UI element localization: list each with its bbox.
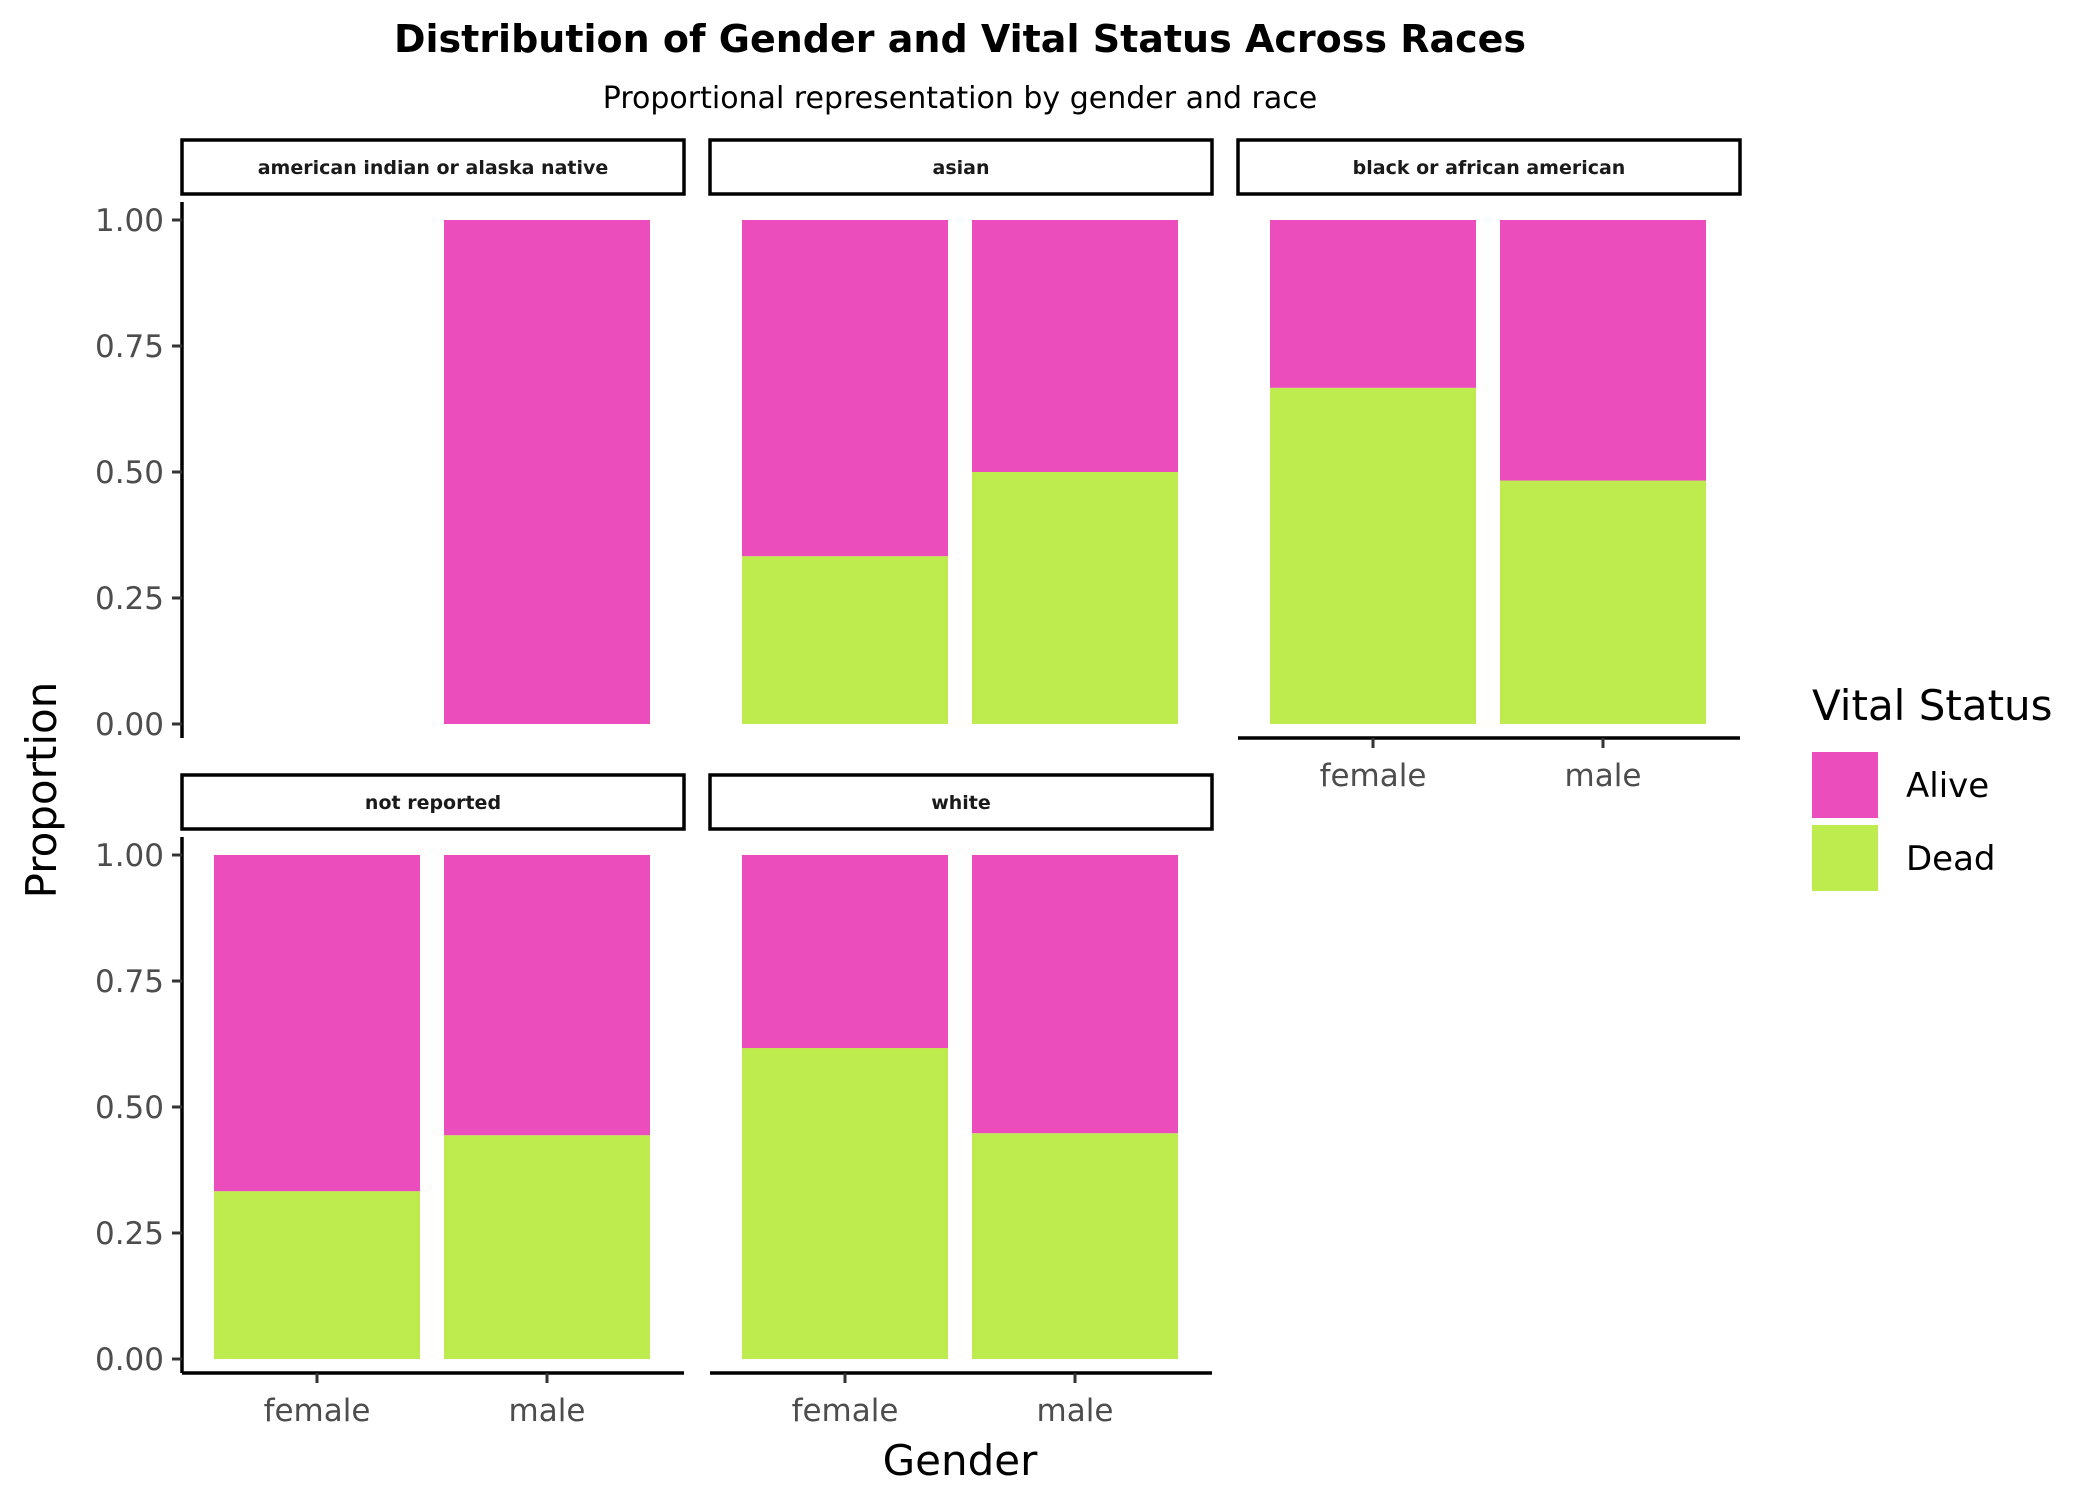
x-tick-label: female <box>264 1393 371 1429</box>
bar-not-reported-male-dead <box>444 1135 650 1359</box>
x-axis-title: Gender <box>883 1436 1039 1485</box>
facet-white: white female male <box>708 773 1214 1429</box>
bar-white-male-dead <box>972 1133 1178 1359</box>
bar-asian-female-dead <box>742 556 948 724</box>
chart-subtitle: Proportional representation by gender an… <box>603 81 1317 116</box>
facet-american-indian-or-alaska-native: american indian or alaska native 0.00 0.25… <box>95 138 686 743</box>
bar-american-indian-or-alaska-native-male-alive <box>444 220 650 724</box>
facet-strip-label: not reported <box>365 792 501 814</box>
x-tick-label: male <box>1565 758 1642 794</box>
bar-black-or-african-american-female-dead <box>1270 387 1476 724</box>
bar-black-or-african-american-female-alive <box>1270 220 1476 388</box>
x-tick-label: male <box>509 1393 586 1429</box>
y-tick-label: 0.00 <box>95 707 164 743</box>
bar-black-or-african-american-male-alive <box>1500 220 1706 481</box>
bar-white-female-dead <box>742 1048 948 1359</box>
bar-asian-male-alive <box>972 220 1178 472</box>
chart-title: Distribution of Gender and Vital Status … <box>394 17 1526 61</box>
facet-asian: asian <box>708 138 1214 724</box>
legend-label-dead: Dead <box>1906 839 1996 879</box>
bar-black-or-african-american-male-dead <box>1500 480 1706 724</box>
bar-white-male-alive <box>972 855 1178 1134</box>
facet-black-or-african-american: black or african american female male <box>1236 138 1742 794</box>
y-tick-label: 0.50 <box>95 455 164 491</box>
bar-not-reported-male-alive <box>444 855 650 1136</box>
y-tick-label: 1.00 <box>95 203 164 239</box>
y-tick-label: 0.25 <box>95 581 164 617</box>
facet-strip-label: white <box>931 792 991 814</box>
y-tick-label: 0.00 <box>95 1342 164 1378</box>
bar-asian-male-dead <box>972 472 1178 724</box>
y-tick-label: 0.75 <box>95 964 164 1000</box>
legend-title: Vital Status <box>1812 681 2053 730</box>
facet-not-reported: not reported 0.00 0.25 0.50 0.75 1.00 female ma… <box>95 773 686 1429</box>
facet-strip-label: asian <box>933 157 990 179</box>
bar-asian-female-alive <box>742 220 948 557</box>
facet-strip <box>708 138 1214 196</box>
facet-panels: american indian or alaska native 0.00 0.25… <box>95 138 1742 1429</box>
y-tick-label: 0.50 <box>95 1090 164 1126</box>
legend: Vital Status Alive Dead <box>1812 681 2053 891</box>
x-tick-label: female <box>1320 758 1427 794</box>
y-tick-label: 1.00 <box>95 838 164 874</box>
bar-not-reported-female-alive <box>214 855 420 1192</box>
bar-white-female-alive <box>742 855 948 1049</box>
facet-strip <box>180 773 686 831</box>
legend-key-dead <box>1812 825 1878 891</box>
x-tick-label: male <box>1037 1393 1114 1429</box>
x-tick-label: female <box>792 1393 899 1429</box>
facet-strip-label: american indian or alaska native <box>258 157 609 179</box>
facet-strip <box>1236 138 1742 196</box>
bar-not-reported-female-dead <box>214 1191 420 1359</box>
facet-strip-label: black or african american <box>1353 157 1626 179</box>
legend-key-alive <box>1812 752 1878 818</box>
facet-strip <box>180 138 686 196</box>
y-tick-label: 0.75 <box>95 329 164 365</box>
y-axis-title: Proportion <box>17 682 66 899</box>
legend-label-alive: Alive <box>1906 766 1989 806</box>
facet-strip <box>708 773 1214 831</box>
y-tick-label: 0.25 <box>95 1216 164 1252</box>
